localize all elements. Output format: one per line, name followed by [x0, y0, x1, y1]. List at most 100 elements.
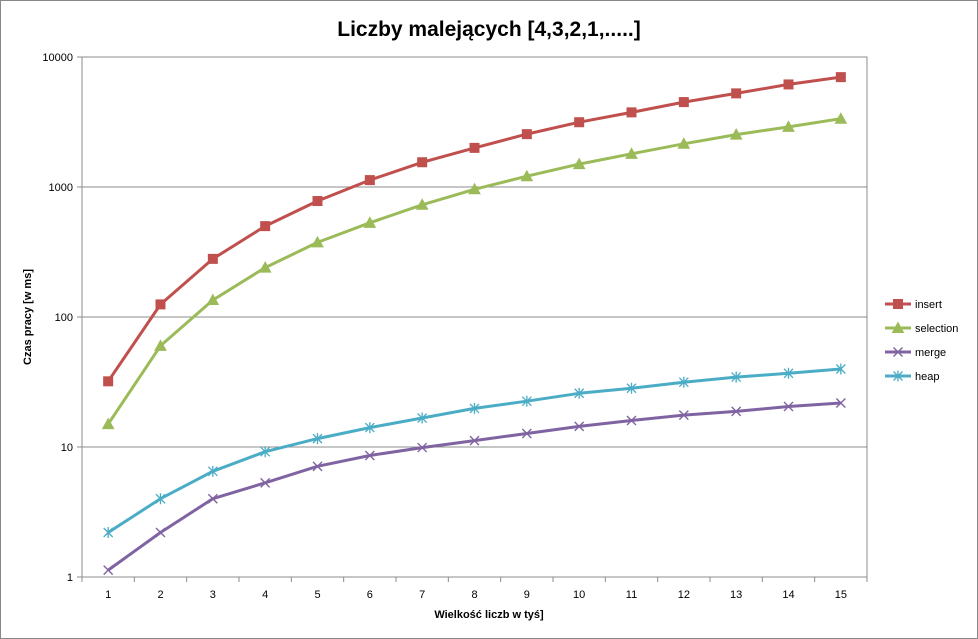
data-point-merge	[312, 461, 323, 472]
data-point-selection	[311, 235, 324, 248]
data-point-heap	[783, 367, 794, 379]
data-point-merge	[260, 477, 271, 488]
series-insert	[103, 72, 846, 387]
y-tick-label: 10	[61, 442, 73, 454]
x-tick-label: 5	[314, 589, 320, 601]
x-tick-label: 2	[157, 589, 163, 601]
data-point-selection	[101, 417, 115, 430]
data-point-heap	[574, 387, 585, 399]
data-point-merge	[103, 565, 114, 576]
chart-title: Liczby malejących [4,3,2,1,.....]	[337, 18, 640, 41]
legend-label: merge	[915, 347, 946, 359]
legend-item-merge: merge	[885, 347, 946, 359]
data-point-selection	[154, 339, 167, 351]
x-tick-label: 9	[524, 589, 530, 601]
y-tick-label: 1	[67, 572, 73, 584]
x-tick-label: 8	[471, 589, 477, 601]
data-point-merge	[574, 421, 585, 432]
data-point-selection	[363, 216, 377, 228]
y-tick-label: 1000	[49, 182, 73, 194]
data-point-merge	[626, 415, 637, 426]
data-point-heap	[626, 382, 637, 394]
x-tick-label: 12	[678, 589, 690, 601]
legend: insert selection merge heap	[885, 299, 958, 383]
data-point-merge	[417, 442, 428, 453]
y-tick-label: 100	[55, 312, 73, 324]
data-point-heap	[207, 465, 218, 477]
data-point-insert	[312, 196, 323, 207]
data-point-heap	[417, 412, 428, 424]
data-point-insert	[417, 157, 428, 168]
data-point-insert	[207, 253, 218, 264]
data-point-selection	[415, 198, 429, 210]
data-point-merge	[521, 428, 532, 439]
data-point-selection	[520, 169, 534, 182]
legend-label: insert	[915, 299, 942, 311]
x-tick-label: 3	[210, 589, 216, 601]
data-point-insert	[364, 175, 375, 186]
legend-marker	[893, 347, 903, 357]
data-point-selection	[258, 261, 272, 273]
data-point-insert	[155, 299, 166, 310]
data-point-insert	[103, 376, 114, 387]
x-tick-label: 15	[835, 589, 847, 601]
x-tick-label: 10	[573, 589, 585, 601]
y-axis-tick-labels: 1 10 100 1000 10000	[42, 52, 82, 584]
data-point-merge	[835, 398, 846, 408]
legend-marker	[891, 321, 905, 333]
y-tick-label: 10000	[42, 52, 73, 64]
data-point-heap	[312, 433, 323, 445]
data-point-heap	[521, 395, 532, 407]
y-axis-title: Czas pracy [w ms]	[22, 269, 34, 365]
x-tick-label: 14	[782, 589, 794, 601]
data-point-heap	[731, 371, 742, 383]
data-point-heap	[835, 363, 846, 375]
data-point-insert	[260, 221, 271, 232]
data-point-selection	[468, 182, 481, 195]
data-point-heap	[260, 446, 271, 458]
data-point-selection	[677, 137, 691, 149]
x-tick-label: 7	[419, 589, 425, 601]
data-point-selection	[729, 128, 743, 140]
data-point-selection	[834, 112, 848, 124]
data-point-insert	[678, 97, 689, 108]
data-point-heap	[469, 402, 480, 414]
legend-label: selection	[915, 323, 958, 335]
data-point-insert	[574, 117, 585, 128]
data-point-heap	[364, 422, 375, 434]
x-tick-label: 1	[105, 589, 111, 601]
series-heap	[103, 363, 846, 538]
data-point-merge	[207, 493, 218, 504]
data-point-heap	[155, 493, 166, 505]
data-point-merge	[469, 435, 480, 446]
data-point-heap	[678, 376, 689, 388]
series-layer	[101, 72, 848, 576]
legend-item-selection: selection	[885, 321, 958, 335]
legend-marker	[893, 370, 903, 382]
x-tick-label: 4	[262, 589, 268, 601]
data-point-selection	[782, 120, 795, 132]
legend-item-insert: insert	[885, 299, 942, 311]
data-point-insert	[835, 72, 846, 83]
data-point-insert	[469, 142, 480, 153]
data-point-insert	[521, 129, 532, 140]
x-tick-label: 11	[626, 589, 637, 601]
legend-item-heap: heap	[885, 370, 939, 383]
data-point-selection	[572, 157, 586, 170]
data-point-heap	[103, 526, 114, 538]
legend-label: heap	[915, 371, 939, 383]
data-point-insert	[783, 79, 794, 90]
x-axis-title: Wielkość liczb w tyś]	[434, 609, 544, 621]
series-selection	[101, 112, 848, 430]
data-point-merge	[678, 410, 689, 421]
data-point-merge	[364, 450, 375, 461]
data-point-insert	[626, 107, 637, 118]
data-point-insert	[731, 88, 742, 99]
data-point-selection	[206, 293, 220, 306]
x-tick-label: 13	[730, 589, 742, 601]
legend-marker	[893, 299, 903, 309]
data-point-merge	[783, 401, 794, 412]
data-point-merge	[731, 406, 742, 417]
